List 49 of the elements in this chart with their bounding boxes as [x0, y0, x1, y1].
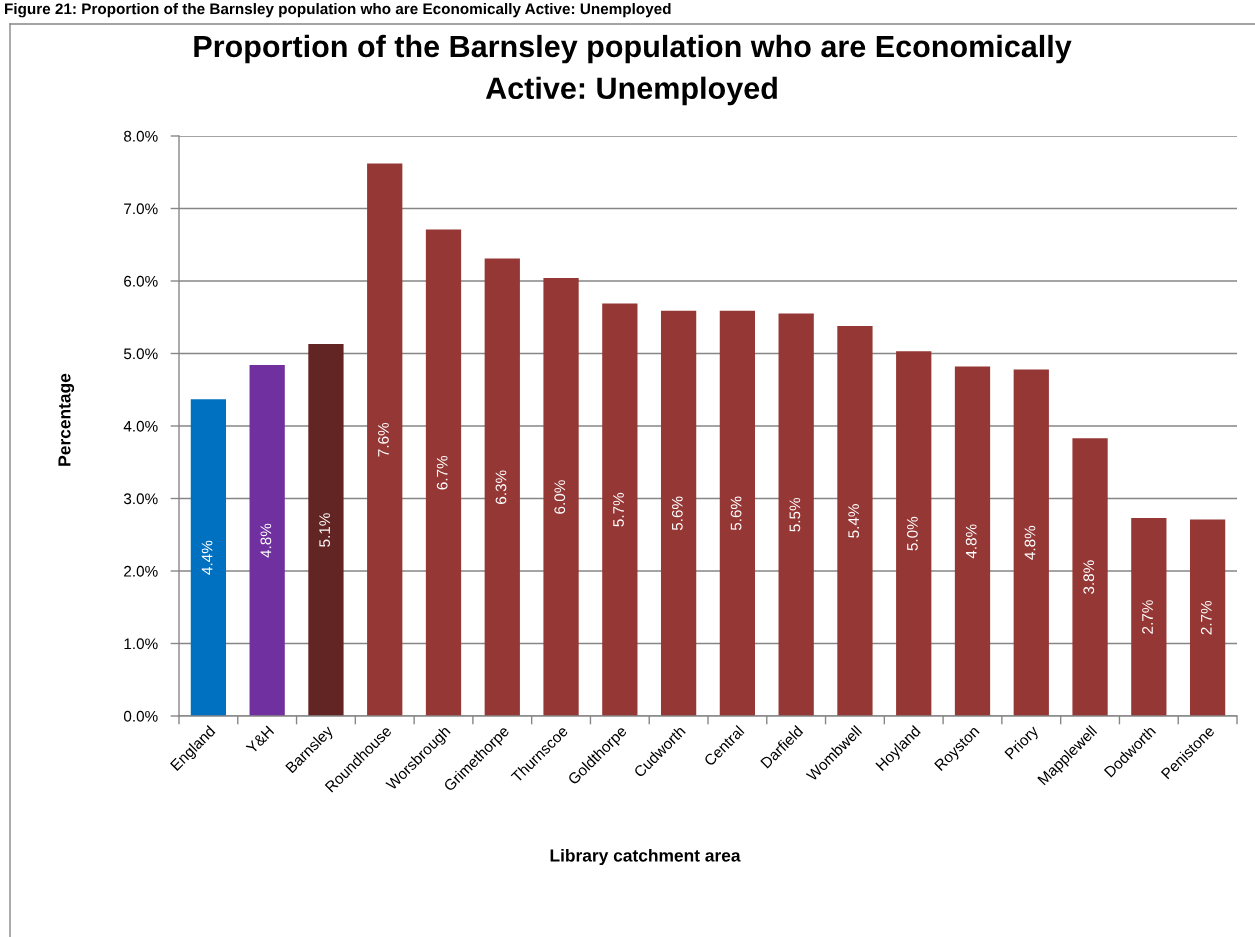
bar: [249, 365, 285, 716]
bar: [1013, 369, 1049, 716]
data-label: 5.7%: [613, 492, 624, 527]
y-tick-label: 5.0%: [123, 348, 158, 360]
y-tick-label: 6.0%: [124, 275, 158, 287]
y-tick-label: 7.0%: [124, 203, 158, 215]
y-tick-label: 2.0%: [124, 565, 158, 577]
data-label: 2.7%: [1200, 600, 1212, 635]
bar: [719, 310, 756, 716]
data-label: 6.7%: [436, 455, 448, 490]
bar: [543, 278, 579, 716]
bar: [1072, 438, 1108, 716]
data-label: 3.8%: [1083, 560, 1095, 594]
data-label: 5.0%: [907, 516, 918, 551]
bar: [1189, 519, 1226, 716]
data-label: 6.3%: [495, 470, 507, 504]
caption: Figure 21: Proportion of the Barnsley population who are Economically Active: Unemployed: [5, 3, 671, 18]
bar: [602, 303, 638, 716]
y-tick-label: 4.0%: [123, 420, 158, 432]
x-axis-title: Library catchment area: [550, 848, 741, 866]
data-label: 4.8%: [1024, 525, 1036, 560]
data-label: 4.8%: [965, 524, 977, 559]
y-tick-label: 0.0%: [123, 710, 158, 722]
bar: [954, 366, 991, 716]
bar: [1131, 518, 1167, 716]
data-label: 6.0%: [554, 480, 566, 514]
bar: [425, 229, 462, 716]
data-label: 5.6%: [730, 496, 742, 531]
data-label: 4.8%: [260, 523, 272, 558]
y-tick-label: 8.0%: [124, 130, 158, 142]
y-tick-label: 3.0%: [123, 493, 158, 505]
y-axis-title: Percentage: [58, 373, 75, 466]
bar: [660, 310, 697, 716]
chart-title: Proportion of the Barnsley population who are Economically Active: Unemployed: [194, 34, 1072, 106]
data-label: 5.4%: [848, 504, 860, 538]
data-label: 5.6%: [671, 496, 683, 531]
bar: [308, 344, 344, 716]
data-label: 5.1%: [319, 513, 331, 547]
bar: [896, 351, 932, 716]
bar: [778, 313, 814, 716]
bar: [484, 258, 520, 716]
bar: [837, 325, 873, 716]
data-label: 5.5%: [789, 497, 801, 532]
y-tick-label: 1.0%: [124, 638, 158, 650]
bar: [367, 163, 403, 716]
data-label: 7.6%: [378, 422, 389, 457]
data-label: 4.4%: [201, 540, 213, 575]
data-label: 2.7%: [1142, 600, 1153, 634]
bar: [190, 399, 227, 716]
